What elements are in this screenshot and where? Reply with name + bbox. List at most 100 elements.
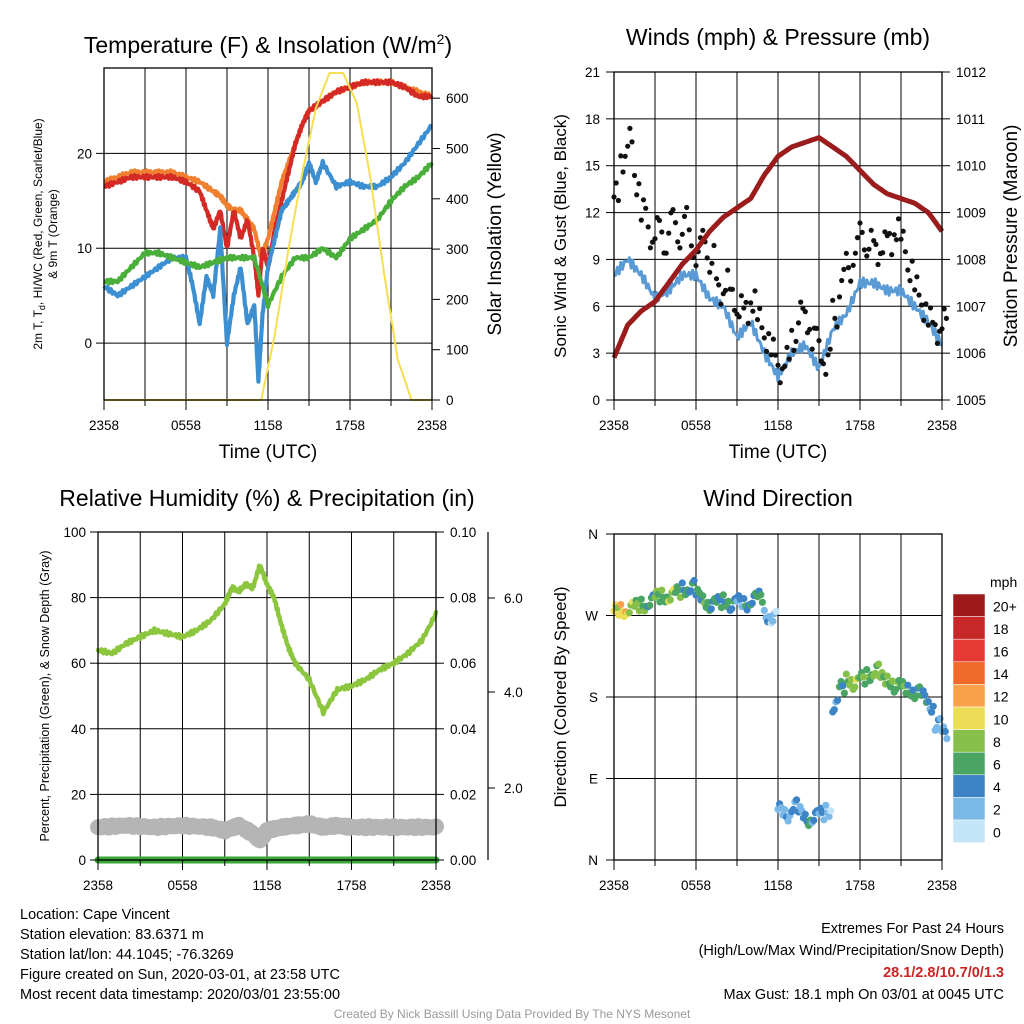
dir-direction-point (678, 579, 686, 587)
wind-gust-point (666, 230, 672, 236)
wind-gust-point (830, 297, 836, 303)
wind-gust-point (656, 217, 663, 223)
dir-title: Wind Direction (703, 485, 853, 511)
wind-gust-point (895, 216, 902, 222)
dir-x-tick-label: 2358 (927, 878, 957, 893)
wind-gust-point (861, 247, 868, 253)
dir-x-tick-label: 1758 (845, 878, 875, 893)
temp-title: Temperature (F) & Insolation (W/m2) (84, 31, 452, 58)
wind-gust-point (798, 299, 804, 305)
wind-gust-point (848, 278, 854, 284)
rh-y3-tick-label: 4.0 (504, 685, 523, 700)
wind-gust-point (638, 217, 644, 223)
wind-x-tick-label: 0558 (681, 418, 711, 433)
dir-direction-point (760, 606, 768, 615)
dir-direction-point (842, 670, 850, 678)
wind-gust-point (923, 301, 929, 307)
rh-y-tick-label: 80 (71, 591, 86, 606)
wind-gust-point (645, 224, 651, 230)
wind-gust-point (845, 265, 852, 271)
temp-x-tick-label: 1158 (253, 418, 282, 433)
rh-y2-tick-label: 0.06 (450, 656, 476, 671)
wind-gust-point (782, 363, 788, 369)
wind-gust-point (743, 299, 749, 305)
dir-direction-point (781, 806, 789, 814)
wind-gust-point (889, 252, 895, 258)
wind-y2-tick-label: 1012 (956, 65, 986, 80)
dir-legend-label: 8 (993, 734, 1001, 750)
temp-y-axis-label: 2m T, Td, HI/WC (Red, Green, Scarlet/Blu… (31, 118, 60, 349)
dir-legend-label: 14 (993, 666, 1009, 682)
dir-direction-point (943, 735, 951, 743)
wind-gust-point (850, 262, 856, 268)
wind-y-axis-label: Sonic Wind & Gust (Blue, Black) (551, 114, 570, 358)
dir-legend-label: 10 (993, 711, 1009, 727)
wind-y2-axis-label: Station Pressure (Maroon) (1001, 125, 1022, 348)
station-info: Location: Cape Vincent Station elevation… (20, 905, 340, 1005)
rh-y-tick-label: 40 (71, 722, 86, 737)
wind-gust-point (738, 293, 745, 299)
wind-y2-tick-label: 1008 (956, 252, 986, 267)
dir-direction-point (707, 605, 715, 613)
dir-direction-point (646, 601, 654, 610)
wind-gust-point (925, 322, 931, 328)
extremes-title: Extremes For Past 24 Hours (821, 921, 1004, 937)
wind-gust-point (934, 340, 941, 346)
temp-y2-tick-label: 200 (446, 292, 469, 307)
temp-y2-tick-label: 400 (446, 192, 469, 207)
rh-series-0-line (95, 563, 439, 717)
wind-gust-point (775, 362, 781, 368)
wind-gust-point (688, 243, 695, 249)
wind-gust-point (802, 309, 808, 315)
wind-gust-point (761, 335, 767, 341)
dir-y-tick-label: N (588, 853, 598, 868)
wind-gust-point (854, 235, 861, 241)
wind-gust-point (752, 288, 758, 294)
wind-gust-point (932, 322, 938, 328)
dir-direction-point (875, 660, 883, 668)
wind-gust-point (615, 197, 622, 204)
wind-gust-point (725, 267, 731, 273)
wind-gust-point (820, 361, 827, 367)
rh-x-tick-label: 0558 (167, 878, 197, 893)
wind-gust-point (670, 207, 676, 213)
wind-gust-point (866, 246, 872, 252)
wind-gust-point (852, 250, 859, 256)
temp-y2-axis-label: Solar Insolation (Yellow) (485, 132, 506, 335)
wind-gust-point (893, 237, 900, 243)
wind-gust-point (748, 300, 754, 306)
wind-gust-point (891, 232, 897, 238)
wind-x-tick-label: 2358 (599, 418, 629, 433)
wind-gust-point (663, 250, 669, 256)
wind-gust-point (731, 307, 738, 313)
dir-direction-point (801, 810, 809, 818)
rh-x-tick-label: 2358 (421, 878, 451, 893)
dir-direction-point (883, 672, 891, 680)
temp-series-4-line (104, 72, 432, 401)
rh-y-tick-label: 100 (63, 525, 86, 540)
wind-gust-point (882, 229, 888, 235)
temp-x-axis-label: Time (UTC) (219, 442, 318, 463)
wind-gust-point (813, 325, 820, 331)
wind-x-tick-label: 1758 (845, 418, 875, 433)
wind-gust-point (622, 153, 628, 159)
dir-direction-point (699, 592, 707, 600)
dir-direction-point (892, 685, 900, 694)
dir-direction-point (728, 605, 736, 613)
dir-direction-point (861, 680, 869, 688)
wind-gust-point (905, 267, 911, 273)
dir-x-tick-label: 0558 (681, 878, 711, 893)
wind-gust-point (914, 274, 920, 280)
dir-x-tick-label: 1158 (763, 878, 792, 893)
wind-gust-point (823, 371, 829, 377)
wind-gust-point (898, 236, 904, 242)
dir-direction-point (740, 595, 748, 603)
wind-gust-point (729, 286, 736, 292)
dir-direction-point (820, 816, 828, 824)
temp-y-tick-label: 10 (77, 241, 92, 256)
wind-gust-point (900, 228, 906, 234)
dir-y-tick-label: W (585, 609, 598, 624)
rh-y2-tick-label: 0.04 (450, 722, 477, 737)
dir-legend-swatch (952, 684, 986, 708)
wind-gust-point (772, 352, 779, 358)
